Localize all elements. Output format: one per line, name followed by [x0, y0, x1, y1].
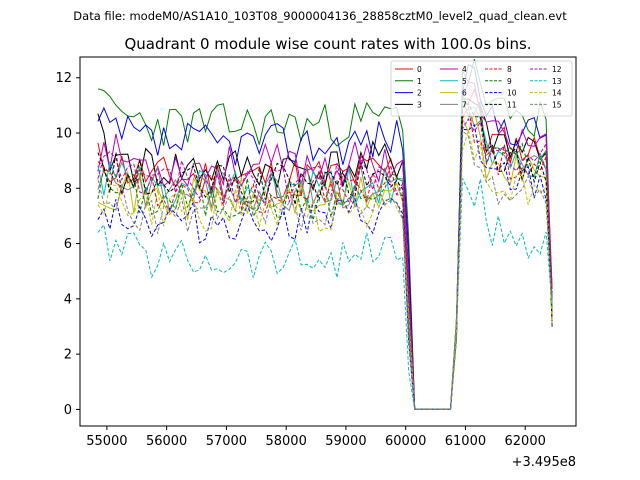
y-axis: 0 2 4 6 8 10 12 — [55, 71, 80, 418]
x-offset-label: +3.495e8 — [512, 455, 576, 470]
x-axis: 55000 56000 57000 58000 59000 60000 61000 62000 — [86, 426, 546, 449]
legend-box — [390, 60, 573, 117]
series-line-15 — [97, 129, 553, 410]
legend-label-5: 5 — [462, 77, 467, 86]
x-tick-label: 56000 — [146, 434, 187, 449]
legend-label-13: 13 — [552, 77, 562, 86]
legend-label-8: 8 — [507, 65, 512, 74]
chart-title: Quadrant 0 module wise count rates with … — [124, 35, 531, 53]
legend-label-6: 6 — [462, 89, 467, 98]
x-tick-label: 59000 — [325, 434, 366, 449]
series-layer — [97, 58, 553, 410]
y-tick-label: 12 — [55, 71, 72, 86]
series-line-11 — [97, 103, 553, 410]
y-tick-label: 2 — [64, 348, 72, 363]
data-file-suptitle: Data file: modeM0/AS1A10_103T08_90000041… — [73, 9, 567, 23]
axes-frame — [79, 56, 577, 427]
plot-area: 55000 56000 57000 58000 59000 60000 61000 62000… — [55, 56, 577, 470]
legend-label-3: 3 — [417, 100, 422, 109]
series-line-6 — [97, 110, 553, 410]
legend-label-14: 14 — [552, 89, 562, 98]
y-tick-label: 6 — [64, 237, 72, 252]
x-tick-label: 57000 — [206, 434, 247, 449]
y-tick-label: 8 — [64, 182, 72, 197]
series-line-9 — [97, 96, 553, 410]
legend-label-2: 2 — [417, 89, 422, 98]
x-tick-label: 55000 — [86, 434, 127, 449]
series-line-8 — [97, 105, 553, 410]
series-line-10 — [97, 124, 553, 410]
legend-label-1: 1 — [417, 77, 422, 86]
x-tick-label: 58000 — [265, 434, 306, 449]
legend-label-11: 11 — [507, 100, 517, 109]
legend-label-10: 10 — [507, 89, 517, 98]
series-line-12 — [97, 118, 553, 410]
series-line-13 — [97, 178, 553, 410]
series-line-14 — [97, 130, 553, 410]
y-tick-label: 10 — [55, 127, 72, 142]
legend-label-15: 15 — [552, 100, 562, 109]
legend-label-4: 4 — [462, 65, 467, 74]
x-tick-label: 61000 — [445, 434, 486, 449]
legend-label-7: 7 — [462, 100, 467, 109]
legend-label-9: 9 — [507, 77, 512, 86]
legend-label-12: 12 — [552, 65, 562, 74]
series-line-5 — [97, 95, 553, 410]
y-tick-label: 0 — [64, 403, 72, 418]
x-tick-label: 60000 — [385, 434, 426, 449]
y-tick-label: 4 — [64, 292, 72, 307]
legend-label-0: 0 — [417, 65, 422, 74]
x-tick-label: 62000 — [505, 434, 546, 449]
